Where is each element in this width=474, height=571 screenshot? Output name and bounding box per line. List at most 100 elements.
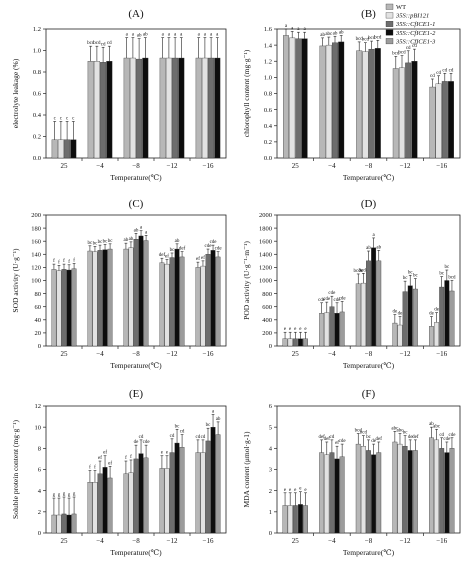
legend-swatch [385, 21, 394, 27]
significance-label: cde [205, 244, 213, 249]
bar [64, 139, 71, 159]
significance-label: e [304, 327, 307, 332]
bar [56, 270, 62, 347]
significance-label: cd [412, 44, 417, 49]
bar [169, 257, 175, 347]
bar [165, 57, 172, 159]
chart-panel-c: (C) 0 20 40 60 80 100 120 140 160 180 200 SOD activi… [11, 198, 227, 370]
bar [448, 81, 454, 159]
significance-label: cd [439, 433, 444, 438]
bar [164, 263, 170, 347]
bar [97, 473, 103, 534]
bar [319, 452, 325, 534]
x-tick-label: 25 [292, 350, 300, 358]
y-tick-label: 0.4 [33, 112, 42, 119]
y-tick-label: 4 [269, 446, 273, 453]
bar [412, 288, 418, 347]
bar [334, 458, 340, 534]
significance-label: bc [93, 241, 99, 246]
significance-label: e [284, 488, 287, 493]
significance-label: cd [406, 46, 411, 51]
legend-swatch [385, 12, 394, 19]
y-tick-label: 1400 [259, 252, 272, 259]
significance-label: a [198, 33, 201, 38]
significance-label: a [162, 33, 165, 38]
x-tick-label: −8 [132, 537, 140, 545]
significance-label: bc [175, 424, 181, 429]
bar [92, 251, 98, 347]
x-tick-label: −16 [436, 162, 447, 170]
significance-label: cde [323, 297, 331, 302]
bar [319, 313, 325, 347]
bar [100, 62, 107, 159]
bar [324, 312, 330, 347]
bar [71, 513, 77, 534]
bar [174, 442, 180, 534]
chart-panel-d: (D) 0 200 400 600 800 1000 1200 1400 1600 1800 2000… [242, 198, 461, 370]
x-tick-label: 25 [61, 162, 69, 170]
legend-label: 35S::CfICE1-3 [395, 38, 436, 45]
chart-panel-b: (B) 0.0 0.2 0.4 0.6 0.8 1.0 1.2 1.4 1.6 chlorophyl… [242, 8, 461, 182]
bar [392, 441, 398, 534]
y-tick-label: 0.2 [264, 139, 272, 146]
x-tick-label: −12 [400, 350, 411, 358]
x-tick-label: −8 [132, 350, 140, 358]
significance-label: c [66, 116, 69, 121]
bar [143, 457, 149, 534]
bar [339, 311, 345, 347]
y-tick-label: 80 [35, 291, 42, 298]
y-tick-label: 800 [262, 291, 272, 298]
bar [159, 57, 166, 159]
significance-label: cde [443, 437, 451, 442]
significance-label: ef [196, 257, 200, 262]
bar [164, 468, 170, 534]
bar [195, 267, 201, 347]
y-tick-label: 0.6 [33, 91, 42, 98]
x-tick-label: −12 [400, 162, 411, 170]
bar [70, 139, 77, 159]
x-tick-label: −8 [132, 162, 140, 170]
bar [376, 260, 382, 347]
significance-label: cd [139, 435, 144, 440]
bar [374, 48, 381, 159]
significance-label: bcd [368, 36, 376, 41]
bar [138, 235, 144, 347]
y-tick-label: 1.0 [33, 48, 41, 55]
bar [392, 68, 399, 159]
y-tick-label: 120 [31, 265, 41, 272]
significance-label: e [294, 488, 297, 493]
significance-label: cd [201, 435, 206, 440]
bar [159, 468, 165, 534]
bar [282, 505, 288, 534]
y-tick-label: 1800 [259, 225, 272, 232]
x-tick-label: 25 [292, 537, 300, 545]
bar [215, 434, 221, 534]
bar [210, 426, 216, 534]
y-tick-label: 160 [31, 238, 41, 245]
bar [205, 440, 211, 534]
y-tick-label: 200 [31, 212, 41, 219]
significance-label: ab [320, 33, 325, 38]
y-axis-label: electrolyte leakage (%) [11, 58, 20, 128]
significance-label: cde [339, 439, 347, 444]
bar [51, 514, 57, 534]
significance-label: ef [98, 456, 102, 461]
significance-label: abc [391, 426, 399, 431]
significance-label: bcde [359, 268, 369, 273]
significance-label: de [429, 312, 435, 317]
bar [444, 280, 450, 347]
y-axis-label: SOD activity (U·g⁻¹) [11, 248, 20, 313]
significance-label: de [392, 310, 398, 315]
y-tick-label: 12 [35, 403, 42, 410]
bar [355, 283, 361, 347]
significance-label: bc [403, 276, 409, 281]
significance-label: e [284, 327, 287, 332]
bar [329, 306, 335, 347]
legend-swatch [385, 38, 394, 45]
bar [434, 439, 440, 534]
x-tick-label: −4 [328, 162, 336, 170]
bar [439, 286, 445, 347]
significance-label: a [210, 33, 213, 38]
bar [102, 467, 108, 534]
